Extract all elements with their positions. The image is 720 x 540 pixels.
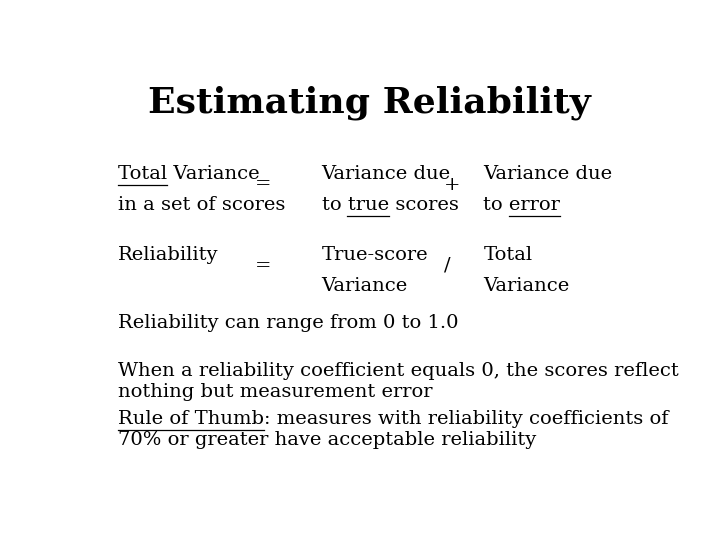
Text: When a reliability coefficient equals 0, the scores reflect
nothing but measurem: When a reliability coefficient equals 0,… [118,362,679,401]
Text: Reliability: Reliability [118,246,218,264]
Text: Variance: Variance [483,277,570,295]
Text: Variance due: Variance due [483,165,613,183]
Text: Variance due: Variance due [322,165,451,183]
Text: Reliability can range from 0 to 1.0: Reliability can range from 0 to 1.0 [118,314,459,332]
Text: /: / [444,256,451,274]
Text: True-score: True-score [322,246,428,264]
Text: =: = [255,176,271,193]
Text: Estimating Reliability: Estimating Reliability [148,85,590,120]
Text: in a set of scores: in a set of scores [118,196,285,214]
Text: =: = [255,256,271,274]
Text: Total Variance: Total Variance [118,165,259,183]
Text: Rule of Thumb: measures with reliability coefficients of
70% or greater have acc: Rule of Thumb: measures with reliability… [118,410,668,449]
Text: Total: Total [483,246,533,264]
Text: to error: to error [483,196,560,214]
Text: to true scores: to true scores [322,196,459,214]
Text: Variance: Variance [322,277,408,295]
Text: +: + [444,176,461,193]
